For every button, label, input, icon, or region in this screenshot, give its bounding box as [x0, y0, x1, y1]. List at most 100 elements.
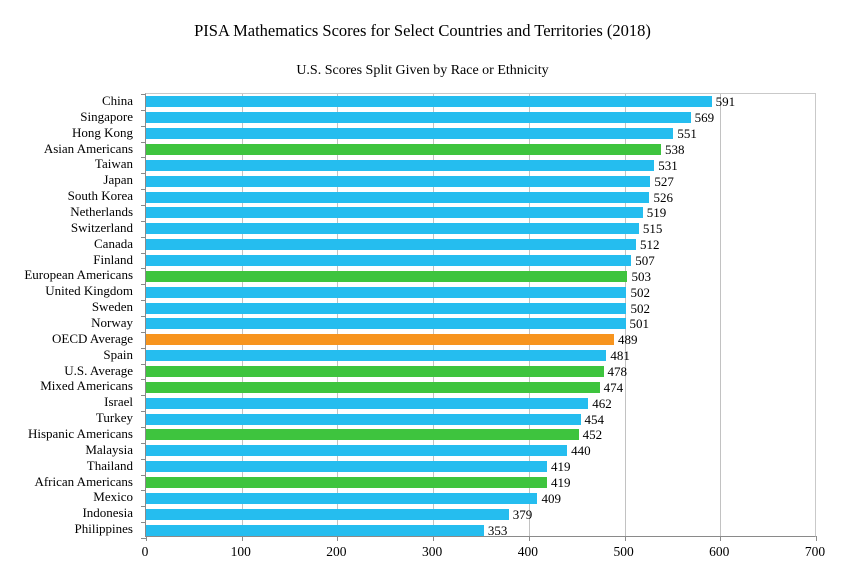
category-label: Mixed Americans [40, 378, 133, 394]
bar-netherlands [146, 207, 643, 219]
y-axis-tick-mark [141, 475, 146, 476]
y-axis-tick-mark [141, 126, 146, 127]
x-axis-tick-mark [241, 536, 243, 541]
bar-mixed-americans [146, 381, 600, 393]
y-axis-tick-mark [141, 173, 146, 174]
value-label: 531 [658, 157, 678, 173]
category-label: Thailand [86, 457, 133, 473]
bar-singapore [146, 112, 691, 124]
category-label: Canada [94, 235, 133, 251]
value-label: 527 [654, 173, 674, 189]
chart-subtitle: U.S. Scores Split Given by Race or Ethni… [296, 63, 549, 78]
category-label: U.S. Average [64, 362, 133, 378]
x-axis-tick-mark [337, 536, 339, 541]
value-label: 462 [592, 395, 612, 411]
category-label: Israel [104, 394, 133, 410]
y-axis-tick-mark [141, 237, 146, 238]
value-label: 419 [551, 475, 571, 490]
category-label: United Kingdom [45, 283, 133, 299]
bar-philippines [146, 524, 484, 536]
x-tick-label: 600 [709, 544, 730, 559]
bar-european-americans [146, 270, 628, 282]
x-axis-tick-mark [720, 536, 722, 541]
x-axis-tick-mark [816, 536, 817, 541]
value-label: 519 [646, 205, 667, 221]
gridline [241, 94, 243, 536]
y-axis-tick-mark [141, 253, 146, 254]
category-label: Japan [103, 172, 133, 188]
bar-china [146, 96, 712, 108]
x-tick-label: 100 [230, 544, 251, 559]
x-tick-label: 200 [326, 544, 347, 559]
value-label: 569 [694, 110, 715, 126]
x-axis-tick-mark [433, 536, 435, 541]
value-label: 591 [715, 94, 736, 110]
y-axis-category-labels: China Singapore Hong Kong Asian Americans Ta… [0, 93, 139, 537]
value-label: 503 [631, 268, 651, 284]
value-label: 353 [487, 522, 508, 538]
category-label: Finland [93, 251, 133, 267]
value-label: 419 [551, 459, 571, 475]
gridline [624, 94, 626, 536]
category-label: Philippines [74, 521, 133, 537]
y-axis-tick-mark [141, 316, 146, 317]
chart-title: PISA Mathematics Scores for Select Count… [194, 21, 651, 40]
category-label: Spain [103, 346, 133, 362]
value-label: 551 [677, 126, 697, 142]
category-label: Sweden [91, 299, 133, 315]
bar-japan [146, 175, 651, 187]
category-label: South Korea [67, 188, 133, 204]
y-axis-tick-mark [141, 332, 146, 333]
value-label: 502 [630, 284, 650, 300]
bar-malaysia [146, 445, 568, 457]
y-axis-tick-mark [141, 379, 146, 380]
bar-oecd-average [146, 334, 615, 346]
bar-mexico [146, 492, 538, 504]
value-label: 379 [512, 506, 533, 522]
category-label: Hong Kong [71, 124, 133, 140]
value-label: 526 [653, 189, 673, 205]
bar-canada [146, 239, 637, 251]
y-axis-tick-mark [141, 364, 146, 365]
value-label: 440 [571, 443, 591, 459]
bar-indonesia [146, 508, 509, 520]
bar-turkey [146, 413, 581, 425]
value-label: 474 [603, 379, 624, 395]
bar-south-korea [146, 191, 650, 203]
category-label: Norway [91, 314, 133, 330]
y-axis-tick-mark [141, 300, 146, 301]
value-label: 452 [582, 427, 603, 443]
category-label: Switzerland [70, 219, 133, 235]
value-label: 478 [607, 364, 628, 379]
y-axis-tick-mark [141, 411, 146, 412]
bar-asian-americans [146, 144, 661, 155]
bar-taiwan [146, 159, 655, 171]
y-axis-tick-mark [141, 221, 146, 222]
y-axis-tick-mark [141, 395, 146, 396]
value-label: 512 [640, 237, 660, 253]
x-axis-tick-mark [528, 536, 530, 541]
y-axis-tick-mark [141, 284, 146, 285]
y-axis-tick-mark [141, 110, 146, 111]
bar-sweden [146, 302, 627, 314]
category-label: Indonesia [82, 505, 133, 521]
category-label: Hispanic Americans [27, 425, 133, 441]
bar-israel [146, 397, 589, 409]
value-label: 481 [610, 348, 630, 364]
y-axis-tick-mark [141, 490, 146, 491]
category-label: Asian Americans [43, 140, 133, 156]
gridline [720, 94, 722, 536]
x-tick-label: 400 [517, 544, 538, 559]
bar-hispanic-americans [146, 429, 579, 441]
gridline [528, 94, 530, 536]
plot-area: 591 569 551 538 531 527 526 519 515 512 507 503 502 5… [141, 93, 817, 541]
bar-african-americans [146, 477, 548, 488]
y-axis-tick-mark [141, 94, 146, 95]
category-label: Turkey [95, 410, 133, 426]
category-label: OECD Average [52, 330, 133, 346]
value-label: 507 [635, 253, 655, 268]
x-tick-label: 300 [422, 544, 443, 559]
category-label: Singapore [80, 108, 133, 124]
category-label: European Americans [24, 267, 133, 283]
